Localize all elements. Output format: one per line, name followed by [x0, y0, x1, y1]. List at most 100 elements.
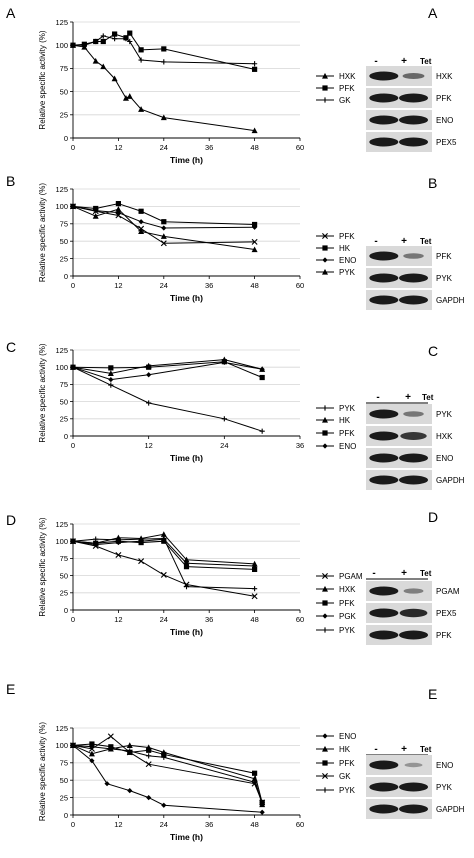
x-tick-label: 60 [296, 143, 304, 152]
data-point [161, 219, 167, 225]
blot-membrane [366, 404, 432, 424]
y-tick-label: 125 [55, 346, 68, 355]
legend-marker [322, 585, 328, 592]
data-point [138, 228, 145, 235]
series-eno [70, 203, 258, 231]
legend-marker [322, 72, 328, 79]
legend-item-eno: ENO [316, 732, 356, 741]
blot-label: HXK [436, 432, 453, 441]
series-pyk [70, 742, 265, 806]
series-eno [70, 359, 265, 383]
data-point [112, 36, 118, 42]
legend-item-pfk: PFK [316, 232, 355, 241]
data-point [252, 563, 258, 569]
legend-item-pfk: PFK [316, 429, 355, 438]
blot-label: GAPDH [436, 476, 465, 485]
blot-band-plus [399, 630, 429, 640]
blot-panel-letter: A [428, 5, 438, 21]
data-point [145, 761, 152, 768]
series-line [72, 44, 255, 132]
legend-label: PFK [339, 84, 355, 93]
y-tick-label: 25 [60, 254, 68, 263]
data-point [104, 781, 110, 787]
data-point [138, 57, 144, 63]
chart-panel-e: E 0 25 50 75 100 125 0 12 24 36 48 60 Time (h) Relativ… [6, 681, 356, 842]
blot-label: PYK [436, 274, 453, 283]
legend-marker [322, 233, 328, 239]
series-line [72, 744, 263, 805]
data-point [70, 42, 76, 48]
blot-tet-label: Tet [420, 745, 432, 754]
blot-row-eno: ENO [366, 110, 453, 130]
chart-panel-b: B 0 25 50 75 100 125 0 12 24 36 48 60 Time (h) Relativ… [6, 173, 356, 303]
x-tick-label: 0 [71, 615, 75, 624]
blot-band-plus [403, 588, 424, 594]
legend-label: PGAM [339, 572, 363, 581]
series-pyk [70, 203, 258, 253]
y-tick-label: 50 [60, 237, 68, 246]
blot-row-pfk: PFK [366, 88, 452, 108]
series-line [72, 361, 263, 381]
y-tick-label: 100 [55, 41, 68, 50]
legend-marker [322, 733, 328, 739]
legend-label: HK [339, 244, 351, 253]
series-pfk [70, 203, 258, 247]
data-point [183, 584, 190, 590]
data-point [112, 31, 118, 37]
y-tick-label: 25 [60, 589, 68, 598]
x-axis-label: Time (h) [170, 293, 203, 303]
data-point [161, 802, 167, 808]
blot-band-minus [369, 453, 399, 463]
blot-row-pex5: PEX5 [366, 603, 457, 623]
data-point [70, 742, 76, 748]
blot-row-pfk: PFK [366, 625, 452, 645]
data-point [100, 33, 106, 39]
blot-label: GAPDH [436, 805, 465, 814]
data-point [126, 93, 133, 99]
x-tick-label: 24 [160, 820, 168, 829]
legend-label: PFK [339, 599, 355, 608]
x-tick-label: 12 [114, 615, 122, 624]
legend-label: ENO [339, 732, 356, 741]
blot-label: PYK [436, 410, 453, 419]
x-tick-label: 36 [205, 143, 213, 152]
y-tick-label: 100 [55, 202, 68, 211]
series-line [73, 35, 255, 65]
data-point [160, 240, 167, 247]
data-point [89, 744, 95, 750]
data-point [88, 750, 95, 757]
x-axis-label: Time (h) [170, 832, 203, 842]
blot-label: ENO [436, 761, 453, 770]
blot-panel-letter: B [428, 175, 437, 191]
y-tick-label: 125 [55, 724, 68, 733]
data-point [107, 733, 114, 740]
data-point [127, 788, 133, 794]
y-tick-label: 75 [60, 220, 68, 229]
legend-item-hxk: HXK [316, 72, 356, 81]
y-tick-label: 50 [60, 571, 68, 580]
data-point [93, 207, 99, 214]
data-point [100, 63, 107, 70]
blot-label: HXK [436, 72, 453, 81]
y-axis-label: Relative specific activity (%) [38, 722, 47, 821]
legend-item-pfk: PFK [316, 599, 355, 608]
data-point [183, 560, 190, 566]
blot-label: ENO [436, 116, 453, 125]
data-point [259, 374, 265, 381]
blot-band-plus [399, 115, 429, 125]
blot-row-gapdh: GAPDH [366, 799, 465, 819]
data-point [126, 742, 133, 748]
legend-item-pfk: PFK [316, 759, 355, 768]
chart-panel-d: D 0 25 50 75 100 125 0 12 24 36 48 60 Time (h) Relativ… [6, 512, 363, 637]
series-pfk [70, 30, 258, 72]
y-tick-label: 75 [60, 64, 68, 73]
data-point [251, 593, 258, 600]
y-tick-label: 50 [60, 397, 68, 406]
x-tick-label: 12 [114, 820, 122, 829]
legend-label: PGK [339, 612, 357, 621]
data-point [160, 114, 167, 121]
series-line [72, 205, 255, 244]
legend-item-gk: GK [316, 772, 351, 781]
data-point [81, 42, 87, 48]
